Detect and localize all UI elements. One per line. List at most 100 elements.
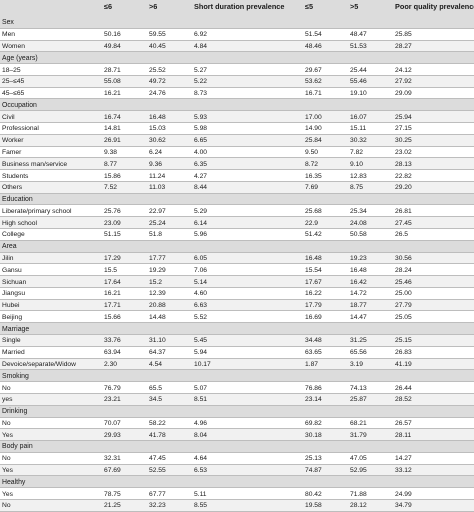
- table-cell: 22.82: [395, 172, 412, 180]
- header-cell-quality-low: ≤5: [305, 2, 314, 11]
- table-cell: 30.32: [350, 137, 367, 145]
- table-cell: 5.45: [194, 337, 208, 345]
- table-row: No 70.07 58.22 4.96 69.82 68.21 26.57: [0, 418, 474, 430]
- header-cell-quality-prevalence: Poor quality prevalence: [395, 2, 474, 11]
- table-cell: 12.39: [149, 290, 166, 298]
- table-cell: 14.27: [395, 455, 412, 463]
- row-label: Yes: [2, 431, 13, 439]
- table-cell: 27.79: [395, 302, 412, 310]
- table-cell: 16.71: [305, 90, 322, 98]
- table-cell: 28.27: [395, 42, 412, 50]
- table-cell: 6.24: [149, 148, 163, 156]
- table-cell: 31.10: [149, 337, 166, 345]
- table-cell: 47.45: [149, 455, 166, 463]
- table-cell: 70.07: [104, 419, 121, 427]
- row-label: Professional: [2, 125, 39, 133]
- table-row: Beijing 15.66 14.48 5.52 16.69 14.47 25.05: [0, 312, 474, 324]
- table-cell: 4.27: [194, 172, 208, 180]
- table-cell: 20.88: [149, 302, 166, 310]
- table-cell: 26.44: [395, 384, 412, 392]
- table-cell: 5.98: [194, 125, 208, 133]
- table-cell: 6.53: [194, 467, 208, 475]
- table-cell: 28.71: [104, 66, 121, 74]
- header-cell-short-high: >6: [149, 2, 158, 11]
- table-cell: 48.47: [350, 31, 367, 39]
- table-cell: 4.54: [149, 361, 163, 368]
- table-cell: 49.84: [104, 42, 121, 50]
- table-cell: 17.71: [104, 302, 121, 310]
- table-cell: 7.52: [104, 184, 118, 192]
- header-cell-quality-high: >5: [350, 2, 359, 11]
- row-label: 45–≤65: [2, 90, 25, 98]
- table-row: Business man/service 8.77 9.36 6.35 8.72 9.10…: [0, 158, 474, 171]
- table-cell: 25.46: [395, 278, 412, 286]
- table-cell: 58.22: [149, 419, 166, 427]
- group-label: Smoking: [2, 372, 29, 380]
- table-cell: 25.84: [305, 137, 322, 145]
- table-cell: 30.62: [149, 137, 166, 145]
- table-cell: 28.52: [395, 396, 412, 404]
- table-cell: 65.56: [350, 349, 367, 357]
- table-row: Sichuan 17.64 15.2 5.14 17.67 16.42 25.46: [0, 276, 474, 288]
- table-cell: 12.83: [350, 172, 367, 180]
- table-cell: 50.16: [104, 31, 121, 39]
- table-cell: 5.93: [194, 113, 208, 121]
- table-cell: 5.96: [194, 231, 208, 239]
- table-cell: 63.94: [104, 349, 121, 357]
- table-cell: 16.48: [350, 266, 367, 274]
- table-cell: 17.29: [104, 254, 121, 262]
- table-cell: 16.48: [149, 113, 166, 121]
- table-cell: 15.11: [350, 125, 367, 133]
- row-label: Single: [2, 337, 21, 345]
- table-cell: 8.55: [194, 502, 208, 510]
- table-cell: 6.05: [194, 254, 208, 262]
- table-cell: 25.68: [305, 207, 322, 215]
- table-cell: 8.44: [194, 184, 208, 192]
- table-cell: 25.87: [350, 396, 367, 404]
- table-cell: 8.75: [350, 184, 364, 192]
- table-row: Men 50.16 59.55 6.92 51.54 48.47 25.85: [0, 29, 474, 41]
- table-cell: 5.07: [194, 384, 208, 392]
- table-row: No 32.31 47.45 4.64 25.13 47.05 14.27: [0, 453, 474, 465]
- table-cell: 9.36: [149, 160, 163, 168]
- table-cell: 9.10: [350, 160, 364, 168]
- table-row: yes 23.21 34.5 8.51 23.14 25.87 28.52: [0, 393, 474, 406]
- row-label: No: [2, 384, 11, 392]
- table-cell: 7.06: [194, 266, 208, 274]
- table-cell: 24.76: [149, 90, 166, 98]
- table-cell: 25.85: [395, 31, 412, 39]
- table-cell: 26.57: [395, 419, 412, 427]
- table-cell: 34.79: [395, 502, 412, 510]
- table-cell: 74.87: [305, 467, 322, 475]
- table-cell: 14.48: [149, 313, 166, 321]
- table-row: Yes 78.75 67.77 5.11 80.42 71.88 24.99: [0, 488, 474, 500]
- table-cell: 9.50: [305, 148, 319, 156]
- table-cell: 19.23: [350, 254, 367, 262]
- table-cell: 17.67: [305, 278, 322, 286]
- row-label: College: [2, 231, 25, 239]
- table-row: College 51.15 51.8 5.96 51.42 50.58 26.5: [0, 229, 474, 241]
- row-label: Famer: [2, 148, 22, 156]
- row-label: Jiangsu: [2, 290, 26, 298]
- table-cell: 17.79: [305, 302, 322, 310]
- group-row: Area: [0, 240, 474, 253]
- table-cell: 29.93: [104, 431, 121, 439]
- table-cell: 26.83: [395, 349, 412, 357]
- table-cell: 25.24: [149, 219, 166, 227]
- row-label: Others: [2, 184, 23, 192]
- table-cell: 24.08: [350, 219, 367, 227]
- table-cell: 8.04: [194, 431, 208, 439]
- table-row: Famer 9.38 6.24 4.00 9.50 7.82 23.02: [0, 147, 474, 159]
- group-row: Age (years): [0, 52, 474, 65]
- table-cell: 25.44: [350, 66, 367, 74]
- row-label: Yes: [2, 467, 13, 475]
- table-cell: 53.62: [305, 78, 322, 86]
- table-row: 45–≤65 16.21 24.76 8.73 16.71 19.10 29.09: [0, 88, 474, 100]
- table-cell: 7.69: [305, 184, 319, 192]
- table-cell: 6.35: [194, 160, 208, 168]
- table-header: ≤6 >6 Short duration prevalence ≤5 >5 Po…: [0, 0, 474, 17]
- table-row: Civil 16.74 16.48 5.93 17.00 16.07 25.94: [0, 111, 474, 123]
- table-cell: 29.67: [305, 66, 322, 74]
- table-cell: 16.69: [305, 313, 322, 321]
- group-row: Smoking: [0, 370, 474, 383]
